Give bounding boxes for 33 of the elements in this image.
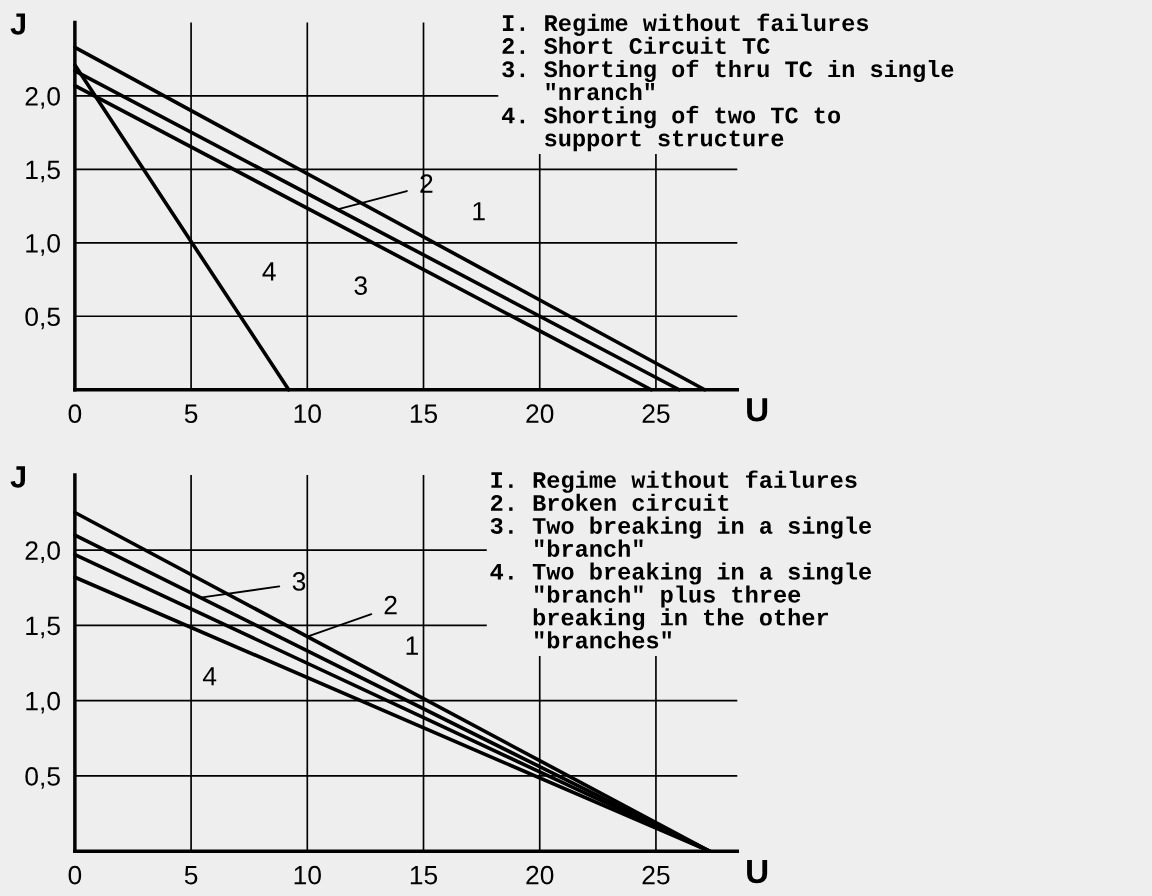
y-axis-title: J [10, 466, 25, 488]
y-tick-label: 2,0 [25, 87, 60, 109]
annotation: 4 [262, 262, 276, 281]
x-tick-label: 10 [294, 865, 321, 885]
y-tick-label: 0,5 [25, 767, 60, 789]
x-tick-label: 0 [68, 404, 82, 424]
y-tick-label: 1,0 [26, 233, 60, 256]
y-tick-label: 0,5 [25, 307, 60, 330]
x-tick-label: 15 [410, 866, 438, 885]
annotation: I. Regime without failures 2. Broken circuit 3. Two breaking in a single "branch" 4. Two breaking in a single "branch" plus three breaking in the other "branches" [490, 470, 872, 649]
x-tick-label: 25 [642, 865, 670, 885]
y-tick-label: 2,0 [25, 541, 60, 564]
annotation: 3 [292, 572, 306, 591]
x-tick-label: 5 [184, 866, 198, 885]
annotation: 1 [473, 202, 485, 221]
x-tick-label: 15 [410, 404, 438, 424]
x-tick-label: 10 [294, 404, 321, 424]
x-axis-title: U [747, 398, 768, 422]
x-tick-label: 5 [184, 404, 198, 424]
x-tick-label: 25 [642, 404, 670, 424]
x-tick-label: 20 [526, 865, 554, 885]
y-tick-label: 1,5 [26, 160, 60, 183]
annotation: 4 [202, 667, 217, 686]
x-tick-label: 0 [68, 865, 82, 885]
y-tick-label: 1,0 [26, 691, 60, 714]
x-tick-label: 20 [526, 404, 554, 424]
annotation: I. Regime without failures 2. Short Circuit TC 3. Shorting of thru TC in single "nranch" 4. Shorting of two TC to support structure [501, 13, 954, 152]
y-tick-label: 1,5 [26, 616, 60, 639]
annotation: 1 [406, 636, 418, 655]
x-axis-title: U [747, 859, 768, 884]
annotation: 2 [384, 595, 397, 615]
y-axis-title: J [10, 13, 25, 35]
annotation: 3 [354, 276, 367, 295]
